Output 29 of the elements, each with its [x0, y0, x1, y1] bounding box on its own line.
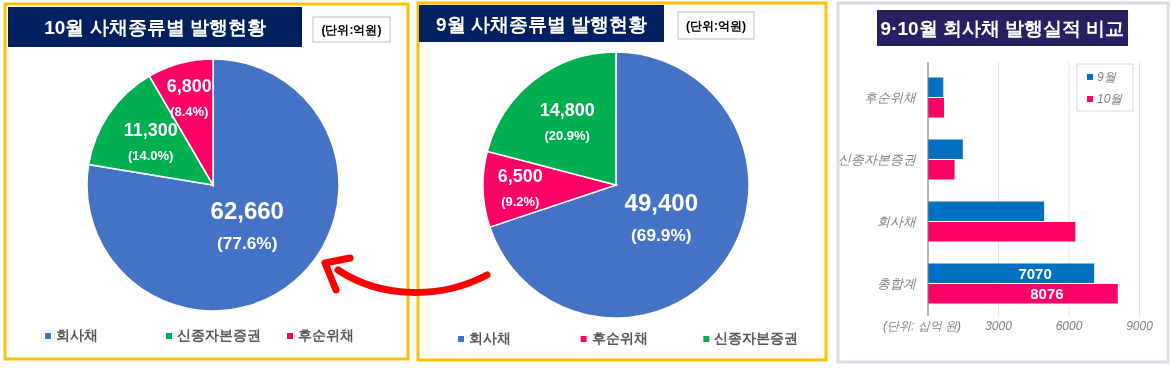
data-label: 49,400 (69.9%) — [624, 189, 699, 246]
data-label: 6,500 (9.2%) — [497, 166, 543, 210]
data-label: 14,800 (20.9%) — [539, 100, 595, 144]
chart-title: 10월 사채종류별 발행현황 — [44, 17, 266, 38]
x-tick-label: 6000 — [1055, 319, 1083, 333]
legend-label: 회사채 — [56, 327, 98, 343]
legend-label: 신종자본증권 — [177, 327, 261, 343]
chart-title: 9월 사채종류별 발행현황 — [435, 13, 648, 35]
data-label: 7070 — [1018, 264, 1052, 282]
chart-title: 9·10월 회사채 발행실적 비교 — [880, 18, 1125, 39]
y-tick-label: 회사채 — [877, 214, 917, 229]
x-tick-label: 3000 — [985, 319, 1013, 333]
data-label: 62,660 (77.6%) — [210, 196, 284, 253]
y-tick-label: 신종자본증권 — [838, 152, 917, 167]
text: (단위: 십억 원) — [883, 319, 961, 333]
data-label: 11,300 (14.0%) — [123, 120, 178, 164]
y-tick-label: 총합계 — [877, 276, 917, 291]
data-label: 6,800 (8.4%) — [166, 75, 212, 119]
legend-label: 회사채 — [469, 330, 511, 346]
x-tick-label: 9000 — [1126, 319, 1154, 333]
legend-label: 후순위채 — [591, 330, 648, 346]
data-label: 8076 — [1030, 285, 1064, 303]
y-tick-label: 후순위채 — [864, 90, 917, 105]
legend-label: 후순위채 — [298, 327, 354, 343]
legend-label: 10월 — [1097, 92, 1124, 106]
text: (단위:억원) — [686, 19, 746, 33]
legend-label: 9월 — [1097, 70, 1117, 84]
text: (단위:억원) — [321, 23, 382, 37]
legend-label: 신종자본증권 — [714, 330, 799, 346]
